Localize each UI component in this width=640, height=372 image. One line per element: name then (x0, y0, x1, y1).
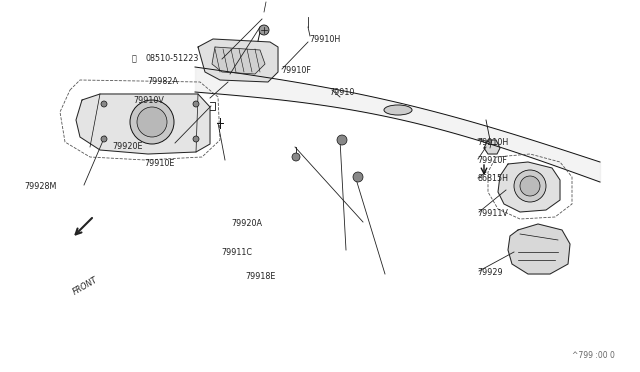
Circle shape (130, 100, 174, 144)
Text: 79910H: 79910H (309, 35, 340, 44)
Text: 79982A: 79982A (147, 77, 178, 86)
Circle shape (337, 135, 347, 145)
Circle shape (520, 176, 540, 196)
Circle shape (259, 25, 269, 35)
Text: 79920E: 79920E (112, 142, 143, 151)
Text: 79910: 79910 (330, 88, 355, 97)
Circle shape (353, 172, 363, 182)
Circle shape (101, 136, 107, 142)
Circle shape (101, 101, 107, 107)
Text: 79928M: 79928M (24, 182, 57, 191)
Text: 79920A: 79920A (232, 219, 262, 228)
Text: 79910H: 79910H (477, 138, 509, 147)
Ellipse shape (384, 105, 412, 115)
Text: FRONT: FRONT (72, 275, 100, 296)
Polygon shape (198, 39, 278, 82)
Polygon shape (498, 162, 560, 212)
Text: ^799 :00 0: ^799 :00 0 (572, 351, 614, 360)
Text: 86815H: 86815H (477, 174, 508, 183)
Text: 79910V: 79910V (133, 96, 164, 105)
Circle shape (193, 136, 199, 142)
Text: 79910F: 79910F (282, 66, 312, 75)
Polygon shape (212, 47, 265, 74)
Text: 79911C: 79911C (221, 248, 252, 257)
Polygon shape (508, 224, 570, 274)
Polygon shape (76, 94, 210, 154)
Circle shape (514, 170, 546, 202)
Text: 79910E: 79910E (145, 159, 175, 168)
Polygon shape (484, 140, 500, 154)
Circle shape (137, 107, 167, 137)
Text: 79911V: 79911V (477, 209, 508, 218)
Text: 79918E: 79918E (246, 272, 276, 280)
Circle shape (292, 153, 300, 161)
Text: 08510-51223: 08510-51223 (146, 54, 199, 63)
Text: 79910F: 79910F (477, 156, 508, 165)
Circle shape (193, 101, 199, 107)
Text: Ⓢ: Ⓢ (132, 54, 137, 63)
Text: 79929: 79929 (477, 268, 503, 277)
